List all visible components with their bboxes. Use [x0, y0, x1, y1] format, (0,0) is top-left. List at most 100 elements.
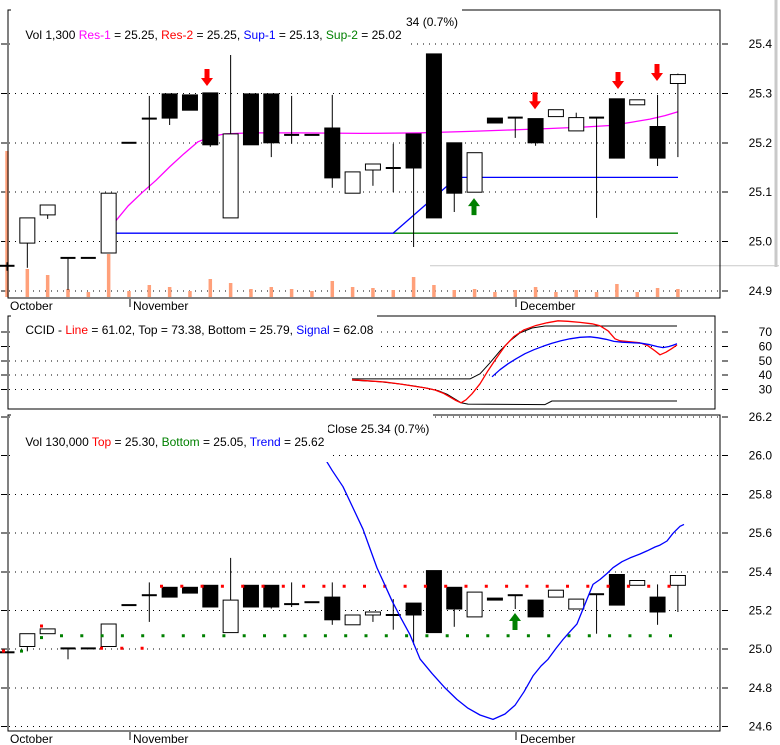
volume-bar [188, 291, 192, 297]
candle-body-up [547, 109, 564, 118]
panel3-legend: Vol 130,000 Top = 25.30, Bottom = 25.05,… [11, 423, 329, 462]
y-axis-label: 25.0 [749, 642, 773, 656]
candle-body-up [222, 133, 239, 219]
legend-label: = 25.30, [111, 435, 162, 449]
legend-label: = 25.25, [193, 28, 244, 42]
ma-magenta-line [114, 111, 679, 223]
candle-body-up [222, 599, 239, 634]
candle-body-down [161, 93, 178, 119]
y-axis-label: 26.2 [749, 410, 773, 424]
candle-body-down [263, 584, 280, 608]
legend-label: = 61.02, Top = 73.38, Bottom = 25.79, [88, 323, 297, 337]
legend-label: Sup-1 [243, 28, 276, 42]
volume-bar [432, 285, 436, 297]
candle-body-down [425, 570, 442, 634]
panel2-title: CCID - Line = 61.02, Top = 73.38, Bottom… [11, 311, 378, 350]
candle-body-up [466, 591, 483, 618]
x-axis-month-label: October [10, 732, 53, 745]
candle-body-up [568, 117, 585, 132]
volume-bar [371, 288, 375, 297]
candle-body-up [344, 614, 361, 626]
volume-bar [574, 290, 578, 297]
candle-body-down [181, 586, 198, 594]
y-axis-label: 25.0 [749, 235, 773, 249]
top-channel-line [352, 325, 677, 380]
y-axis-label: 26.0 [749, 449, 773, 463]
candle-body-up [39, 628, 56, 635]
volume-bar [411, 277, 416, 297]
y-axis-label: 30 [759, 383, 773, 397]
y-axis-label: 24.6 [749, 720, 773, 734]
panel1-legend: Vol 1,300 Res-1 = 25.25, Res-2 = 25.25, … [11, 16, 406, 55]
legend-label: Bottom [161, 435, 200, 449]
candle-body-down [446, 142, 463, 194]
legend-label: Res-2 [161, 28, 194, 42]
volume-bar [66, 289, 70, 297]
volume-bar [86, 292, 91, 297]
y-axis-label: 70 [759, 325, 773, 339]
up-arrow-icon [509, 613, 521, 630]
legend-label: = 25.62 [280, 435, 325, 449]
candle-body-up [19, 217, 36, 244]
y-axis-label: 40 [759, 368, 773, 382]
legend-label: Res-1 [78, 28, 111, 42]
candle-body-down [608, 98, 625, 159]
candle-body-down [527, 118, 544, 144]
legend-label: Vol 130,000 [25, 435, 92, 449]
legend-label: = 25.02 [357, 28, 402, 42]
secondary-price-panel: 26.2 26.0 25.8 25.6 25.4 25.2 25.0 24.8 24.6 Octo… [0, 410, 772, 745]
y-axis-label: 25.2 [749, 136, 773, 150]
volume-bar [249, 289, 253, 297]
volume-bar [554, 292, 558, 297]
daily-price-panel: 25.4 25.3 25.2 25.1 25.0 24.9 October November D… [0, 9, 779, 313]
x-axis-month-label: November [133, 732, 188, 745]
down-arrow-icon [529, 92, 541, 110]
candle-body-up [19, 633, 36, 648]
candle-body-down [486, 117, 503, 124]
x-axis-month-label: December [520, 299, 575, 313]
volume-bar [167, 287, 172, 297]
candle-body-up [364, 163, 381, 171]
volume-bar [533, 287, 538, 297]
candle-body-down [324, 596, 341, 621]
y-axis-label: 60 [759, 339, 773, 353]
volume-bar [350, 287, 355, 297]
candle-body-down [405, 602, 422, 616]
volume-bar [330, 281, 335, 297]
legend-label: Sup-2 [325, 28, 358, 42]
legend-label: Top [91, 435, 112, 449]
x-axis-month-label: November [133, 299, 188, 313]
y-axis-label: 25.4 [749, 565, 773, 579]
volume-bar [228, 283, 233, 297]
volume-bar [472, 289, 477, 297]
volume-bar [25, 269, 30, 297]
volume-bar [635, 292, 639, 297]
legend-label: = 25.13, [275, 28, 326, 42]
legend-label: Trend [249, 435, 281, 449]
candle-body-up [568, 598, 585, 610]
volume-bar [391, 290, 396, 297]
candle-body-down [242, 93, 259, 146]
candle-body-down [405, 133, 422, 169]
legend-label: CCID - [25, 323, 66, 337]
legend-label: = 25.25, [110, 28, 162, 42]
up-arrow-icon [468, 198, 480, 216]
volume-bar [127, 291, 131, 297]
volume-bar [106, 254, 111, 297]
volume-bar [676, 289, 680, 297]
candle-body-down [324, 127, 341, 179]
volume-bar [594, 292, 599, 297]
volume-bar [452, 290, 457, 297]
sup1-blue-line [115, 176, 678, 234]
legend-label: Signal [296, 323, 330, 337]
y-axis-label: 50 [759, 354, 773, 368]
candle-body-down [486, 597, 503, 601]
candle-body-down [263, 93, 280, 144]
legend-label: Line [65, 323, 89, 337]
volume-bar [493, 292, 497, 297]
candle-body-down [242, 584, 259, 608]
volume-bar [147, 285, 152, 297]
